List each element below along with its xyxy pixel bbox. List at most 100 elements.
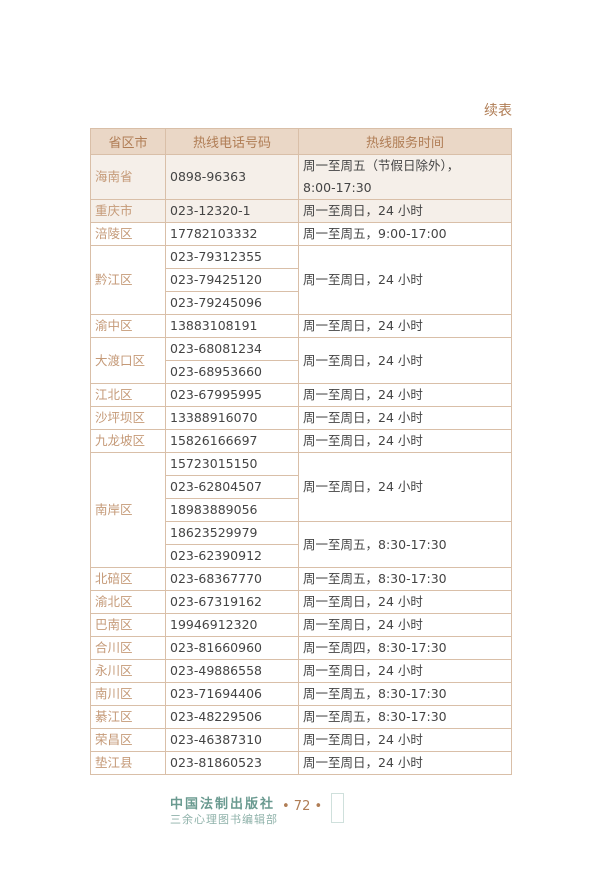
region-cell: 江北区: [90, 383, 166, 407]
continued-label: 续表: [484, 103, 512, 119]
region-cell: 九龙坡区: [90, 429, 166, 453]
hours-cell: 周一至周日，24 小时: [298, 590, 512, 614]
phone-cell: 023-62390912: [165, 544, 299, 568]
page-number: • 72 •: [282, 799, 323, 814]
region-cell: 渝中区: [90, 314, 166, 338]
hours-cell: 周一至周日，24 小时: [298, 245, 512, 315]
table-row: 荣昌区 023-46387310 周一至周日，24 小时: [90, 728, 512, 752]
hours-cell: 周一至周五，8:30-17:30: [298, 567, 512, 591]
table-row: 023-79425120: [91, 268, 512, 292]
footer: 中国法制出版社 三余心理图书编辑部: [170, 793, 278, 827]
table-row: 黔江区 023-79312355 周一至周日，24 小时: [90, 245, 512, 315]
phone-cell: 15723015150: [165, 452, 299, 476]
table-row: 18983889056: [91, 498, 512, 522]
table-row: 南岸区 15723015150 周一至周日，24 小时: [90, 452, 512, 568]
hours-cell: 周一至周日，24 小时: [298, 751, 512, 775]
header-phone: 热线电话号码: [165, 128, 299, 155]
phone-cell: 18623529979: [165, 521, 299, 545]
hours-cell: 周一至周五，9:00-17:00: [298, 222, 512, 246]
table-header: 省区市 热线电话号码 热线服务时间: [90, 128, 512, 155]
region-cell: 荣昌区: [90, 728, 166, 752]
table-row: 023-62390912: [91, 544, 512, 568]
hours-cell: 周一至周日，24 小时: [298, 728, 512, 752]
hotline-table: 省区市 热线电话号码 热线服务时间 海南省 0898-96363 周一至周五（节假日…: [90, 128, 512, 775]
table-row: 江北区 023-67995995 周一至周日，24 小时: [90, 383, 512, 407]
hours-cell: 周一至周日，24 小时: [298, 383, 512, 407]
table-row: 南川区 023-71694406 周一至周五，8:30-17:30: [90, 682, 512, 706]
hours-cell: 周一至周五（节假日除外）， 8:00-17:30: [298, 154, 512, 200]
hours-cell: 周一至周日，24 小时: [298, 452, 512, 522]
region-cell: 南岸区: [90, 452, 166, 568]
phone-cell: 023-68081234: [165, 337, 299, 361]
region-cell: 黔江区: [90, 245, 166, 315]
table-row: 永川区 023-49886558 周一至周日，24 小时: [90, 659, 512, 683]
region-cell: 巴南区: [90, 613, 166, 637]
phone-cell: 023-79245096: [165, 291, 299, 315]
phone-cell: 023-12320-1: [165, 199, 299, 223]
table-row: 沙坪坝区 13388916070 周一至周日，24 小时: [90, 406, 512, 430]
hours-cell: 周一至周日，24 小时: [298, 314, 512, 338]
table-row: 渝北区 023-67319162 周一至周日，24 小时: [90, 590, 512, 614]
table-row: 九龙坡区 15826166697 周一至周日，24 小时: [90, 429, 512, 453]
table-row: 渝中区 13883108191 周一至周日，24 小时: [90, 314, 512, 338]
phone-cell: 13883108191: [165, 314, 299, 338]
hours-cell: 周一至周日，24 小时: [298, 337, 512, 384]
phone-cell: 023-79312355: [165, 245, 299, 269]
phone-cell: 023-49886558: [165, 659, 299, 683]
region-cell: 沙坪坝区: [90, 406, 166, 430]
table-row: 海南省 0898-96363 周一至周五（节假日除外）， 8:00-17:30: [90, 154, 512, 200]
hours-cell: 周一至周五，8:30-17:30: [298, 521, 512, 568]
phone-cell: 023-62804507: [165, 475, 299, 499]
region-cell: 海南省: [90, 154, 166, 200]
phone-cell: 0898-96363: [165, 154, 299, 200]
phone-cell: 023-81660960: [165, 636, 299, 660]
region-cell: 綦江区: [90, 705, 166, 729]
hours-cell: 周一至周四，8:30-17:30: [298, 636, 512, 660]
publisher-logo: [331, 793, 344, 823]
phone-cell: 023-67995995: [165, 383, 299, 407]
region-cell: 渝北区: [90, 590, 166, 614]
region-cell: 南川区: [90, 682, 166, 706]
header-region: 省区市: [90, 128, 166, 155]
phone-cell: 023-68367770: [165, 567, 299, 591]
phone-cell: 023-46387310: [165, 728, 299, 752]
hours-cell: 周一至周日，24 小时: [298, 613, 512, 637]
publisher-name: 中国法制出版社: [170, 797, 276, 812]
table-row: 合川区 023-81660960 周一至周四，8:30-17:30: [90, 636, 512, 660]
region-cell: 合川区: [90, 636, 166, 660]
phone-cell: 17782103332: [165, 222, 299, 246]
region-cell: 永川区: [90, 659, 166, 683]
phone-cell: 19946912320: [165, 613, 299, 637]
table-row: 北碚区 023-68367770 周一至周五，8:30-17:30: [90, 567, 512, 591]
phone-cell: 13388916070: [165, 406, 299, 430]
department-name: 三余心理图书编辑部: [170, 813, 278, 826]
table-row: 大渡口区 023-68081234 周一至周日，24 小时: [90, 337, 512, 384]
phone-cell: 023-67319162: [165, 590, 299, 614]
table-row: 023-62804507: [91, 475, 512, 499]
hours-cell: 周一至周日，24 小时: [298, 406, 512, 430]
hours-cell: 周一至周日，24 小时: [298, 199, 512, 223]
phone-cell: 023-48229506: [165, 705, 299, 729]
header-hours: 热线服务时间: [298, 128, 512, 155]
phone-cell: 023-71694406: [165, 682, 299, 706]
table-row: 重庆市 023-12320-1 周一至周日，24 小时: [90, 199, 512, 223]
hours-cell: 周一至周日，24 小时: [298, 659, 512, 683]
table-row: 垫江县 023-81860523 周一至周日，24 小时: [90, 751, 512, 775]
region-cell: 涪陵区: [90, 222, 166, 246]
phone-cell: 023-81860523: [165, 751, 299, 775]
table-row: 巴南区 19946912320 周一至周日，24 小时: [90, 613, 512, 637]
region-cell: 垫江县: [90, 751, 166, 775]
region-cell: 重庆市: [90, 199, 166, 223]
hours-cell: 周一至周五，8:30-17:30: [298, 682, 512, 706]
hours-cell: 周一至周五，8:30-17:30: [298, 705, 512, 729]
table-row: 涪陵区 17782103332 周一至周五，9:00-17:00: [90, 222, 512, 246]
table-row: 綦江区 023-48229506 周一至周五，8:30-17:30: [90, 705, 512, 729]
phone-cell: 023-79425120: [165, 268, 299, 292]
region-cell: 北碚区: [90, 567, 166, 591]
hours-cell: 周一至周日，24 小时: [298, 429, 512, 453]
table-row: 18623529979 周一至周五，8:30-17:30: [91, 521, 512, 568]
phone-cell: 18983889056: [165, 498, 299, 522]
table-row: 023-79245096: [91, 291, 512, 315]
region-cell: 大渡口区: [90, 337, 166, 384]
phone-cell: 15826166697: [165, 429, 299, 453]
